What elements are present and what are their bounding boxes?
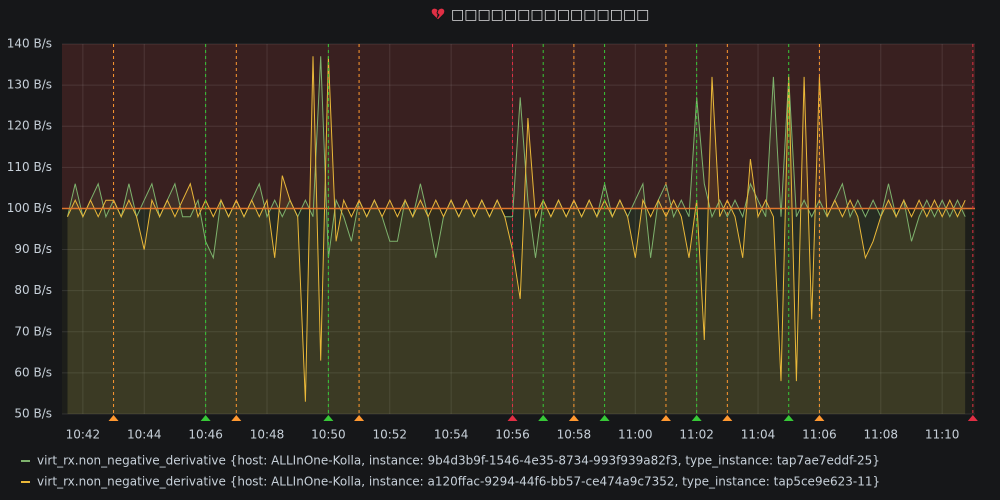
x-tick-label: 10:52 [372, 428, 407, 442]
y-tick-label: 120 B/s [7, 119, 52, 133]
y-tick-label: 100 B/s [7, 201, 52, 215]
y-tick-label: 140 B/s [7, 37, 52, 51]
x-tick-label: 11:10 [925, 428, 960, 442]
annotation-marker [967, 415, 978, 421]
annotation-marker [660, 415, 671, 421]
x-tick-label: 10:48 [250, 428, 285, 442]
annotation-marker [323, 415, 334, 421]
x-tick-label: 10:58 [557, 428, 592, 442]
x-tick-label: 11:04 [741, 428, 776, 442]
legend-label: virt_rx.non_negative_derivative {host: A… [37, 475, 880, 489]
annotation-marker [354, 415, 365, 421]
legend-label: virt_rx.non_negative_derivative {host: A… [37, 454, 880, 468]
annotation-marker [814, 415, 825, 421]
annotation-marker [691, 415, 702, 421]
series-area [67, 56, 966, 415]
x-tick-label: 10:54 [434, 428, 469, 442]
x-tick-label: 11:02 [679, 428, 714, 442]
series-area [67, 56, 966, 415]
y-tick-label: 60 B/s [14, 365, 52, 379]
y-tick-label: 110 B/s [7, 160, 52, 174]
x-tick-label: 10:42 [66, 428, 101, 442]
annotation-marker [108, 415, 119, 421]
y-tick-label: 130 B/s [7, 78, 52, 92]
annotation-marker [231, 415, 242, 421]
annotation-marker [568, 415, 579, 421]
x-tick-label: 11:08 [863, 428, 898, 442]
y-tick-label: 80 B/s [14, 283, 52, 297]
x-tick-label: 10:56 [495, 428, 530, 442]
annotation-marker [538, 415, 549, 421]
annotation-marker [507, 415, 518, 421]
annotation-marker [200, 415, 211, 421]
x-tick-label: 10:46 [188, 428, 223, 442]
plot-background [62, 44, 975, 414]
annotation-marker [722, 415, 733, 421]
annotation-marker [783, 415, 794, 421]
panel-alert-icon [430, 7, 446, 21]
x-tick-label: 11:00 [618, 428, 653, 442]
x-tick-label: 10:50 [311, 428, 346, 442]
y-tick-label: 90 B/s [14, 242, 52, 256]
x-tick-label: 11:06 [802, 428, 837, 442]
y-tick-label: 50 B/s [14, 407, 52, 421]
y-tick-label: 70 B/s [14, 324, 52, 338]
panel-title: □□□□□□□□□□□□□□□ [451, 7, 649, 23]
x-tick-label: 10:44 [127, 428, 162, 442]
annotation-marker [599, 415, 610, 421]
